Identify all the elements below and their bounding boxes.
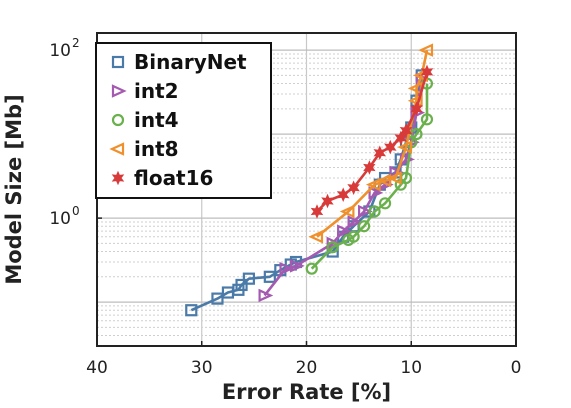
legend-box xyxy=(95,42,272,199)
y-axis-title: Model Size [Mb] xyxy=(2,94,26,284)
data-point-float16 xyxy=(347,180,360,195)
series-layer xyxy=(185,43,434,317)
legend-marker-int4 xyxy=(111,113,125,127)
y-tick-label: 10 xyxy=(49,41,71,61)
data-point-int2 xyxy=(368,186,384,200)
data-point-int2 xyxy=(289,259,305,273)
data-point-int2 xyxy=(279,261,295,276)
data-point-binarynet xyxy=(235,278,248,292)
data-point-int8 xyxy=(418,43,434,57)
data-point-int4 xyxy=(368,205,381,218)
data-point-float16 xyxy=(399,123,413,138)
data-point-float16 xyxy=(420,64,434,80)
data-point-int2 xyxy=(358,204,373,219)
x-axis-title: Error Rate [%] xyxy=(222,380,391,404)
data-point-int4 xyxy=(305,262,318,275)
data-point-int8 xyxy=(365,177,381,192)
y-tick-exponent: 2 xyxy=(72,36,80,50)
legend-marker-int2 xyxy=(111,84,127,98)
data-point-int4 xyxy=(420,113,434,126)
series-line-int4 xyxy=(310,83,429,270)
y-tick-label: 10 xyxy=(49,209,71,229)
data-point-float16 xyxy=(321,193,334,209)
series-int8 xyxy=(308,43,434,244)
legend-marker-int8 xyxy=(109,142,125,156)
data-point-int2 xyxy=(258,288,274,303)
x-tick-label: 10 xyxy=(400,358,422,378)
data-point-int2 xyxy=(347,215,363,229)
data-point-int8 xyxy=(308,230,324,244)
data-point-int8 xyxy=(397,140,413,154)
y-tick-exponent: 0 xyxy=(72,204,80,218)
data-point-int2 xyxy=(337,224,352,238)
legend-label-binarynet: BinaryNet xyxy=(134,50,247,74)
data-point-float16 xyxy=(410,101,423,117)
data-point-float16 xyxy=(310,204,324,219)
legend: BinaryNet int2 int4 int8 float16 xyxy=(95,42,272,199)
series-line-int8 xyxy=(316,49,429,238)
legend-marker-float16 xyxy=(111,170,125,186)
data-point-int8 xyxy=(376,173,392,188)
data-point-binarynet xyxy=(263,270,276,283)
data-point-int4 xyxy=(358,220,371,233)
legend-marker-binarynet xyxy=(111,55,125,69)
data-point-binarynet xyxy=(242,272,255,285)
data-point-binarynet xyxy=(185,304,198,317)
x-tick-label: 0 xyxy=(511,358,522,378)
x-tick-label: 30 xyxy=(191,358,213,378)
data-point-float16 xyxy=(363,160,376,175)
legend-label-int4: int4 xyxy=(134,108,179,132)
data-point-int4 xyxy=(378,197,392,210)
data-point-int4 xyxy=(326,241,339,254)
data-point-int4 xyxy=(347,230,360,243)
data-point-int8 xyxy=(386,171,402,185)
data-point-float16 xyxy=(336,187,350,202)
series-float16 xyxy=(310,64,434,219)
series-int2 xyxy=(258,72,431,303)
data-point-int8 xyxy=(339,204,355,219)
x-tick-label: 20 xyxy=(296,358,318,378)
x-tick-label: 40 xyxy=(86,358,108,378)
legend-label-float16: float16 xyxy=(134,166,213,190)
data-point-float16 xyxy=(384,139,397,155)
axis-ticks: 40 30 20 10 010 010 2 xyxy=(49,36,521,378)
legend-label-int2: int2 xyxy=(134,79,179,103)
legend-label-int8: int8 xyxy=(134,137,179,161)
